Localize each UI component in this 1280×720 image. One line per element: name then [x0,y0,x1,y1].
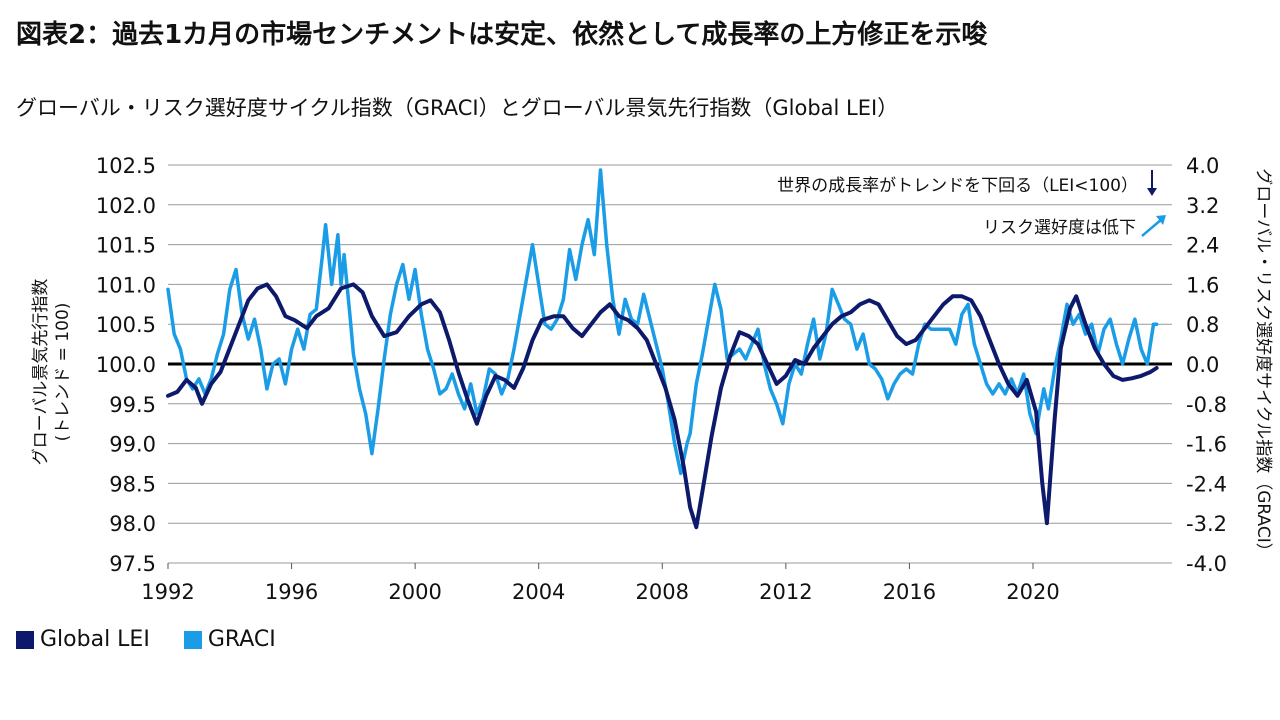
arrow-up-right-icon [1141,215,1166,237]
left-tick-label: 98.5 [109,472,156,496]
right-tick-label: 4.0 [1186,154,1219,178]
x-tick-label: 1992 [141,580,194,604]
right-tick-label: 2.4 [1186,234,1219,258]
right-tick-label: -2.4 [1186,472,1227,496]
right-tick-label: -0.8 [1186,393,1227,417]
left-tick-label: 102.5 [96,154,156,178]
left-tick-label: 99.0 [109,433,156,457]
right-tick-label: -3.2 [1186,512,1227,536]
x-tick-label: 2016 [883,580,936,604]
left-tick-label: 98.0 [109,512,156,536]
x-tick-label: 2004 [512,580,565,604]
legend-swatch-lei [16,630,34,649]
legend: Global LEI GRACI [16,627,310,652]
right-tick-label: -1.6 [1186,433,1227,457]
left-tick-label: 100.0 [96,353,156,377]
left-tick-label: 99.5 [109,393,156,417]
right-tick-label: 1.6 [1186,273,1219,297]
x-tick-label: 1996 [265,580,318,604]
chart-subtitle: グローバル・リスク選好度サイクル指数（GRACI）とグローバル景気先行指数（Gl… [16,96,899,120]
left-tick-label: 97.5 [109,552,156,576]
arrow-down-icon [1147,170,1157,196]
chart-title: 図表2：過去1カ月の市場センチメントは安定、依然として成長率の上方修正を示唆 [16,20,988,50]
right-tick-label: 0.0 [1186,353,1219,377]
right-axis-label: グローバル・リスク選好度サイクル指数（GRACI） [1253,168,1273,560]
series-layer [166,168,1159,530]
left-tick-label: 101.0 [96,273,156,297]
right-tick-label: 0.8 [1186,313,1219,337]
right-axis-ticks: 4.0 3.2 2.4 1.6 0.8 0.0 -0.8 -1.6 -2.4 -3.2 -4.0 [1186,154,1227,576]
series-line-global-lei [166,282,1159,530]
left-axis-ticks: 102.5 102.0 101.5 101.0 100.5 100.0 99.5 99.0 98… [96,154,156,576]
left-tick-label: 102.0 [96,194,156,218]
left-tick-label: 101.5 [96,234,156,258]
x-tick-label: 2008 [636,580,689,604]
x-tick-label: 2012 [759,580,812,604]
x-tick-label: 2020 [1006,580,1059,604]
line-chart: 102.5 102.0 101.5 101.0 100.5 100.0 99.5 99.0 98… [31,154,1273,604]
x-tick-label: 2000 [388,580,441,604]
legend-label-graci: GRACI [207,627,276,652]
left-axis-label-unit: (トレンド = 100) [53,303,73,442]
legend-item-lei: Global LEI [16,627,150,652]
legend-swatch-graci [183,630,202,649]
right-tick-label: -4.0 [1186,552,1227,576]
annotation-risk-appetite-falling: リスク選好度は低下 [983,218,1136,238]
legend-item-graci: GRACI [183,627,276,652]
left-axis-label: グローバル景気先行指数 [31,279,51,466]
right-tick-label: 3.2 [1186,194,1219,218]
x-axis-ticks: 1992 1996 2000 2004 2008 2012 2016 2020 [141,563,1060,604]
annotation-lei-below-trend: 世界の成長率がトレンドを下回る（LEI<100） [777,176,1138,196]
legend-label-lei: Global LEI [40,627,150,652]
series-line-graci [166,168,1159,476]
left-tick-label: 100.5 [96,313,156,337]
